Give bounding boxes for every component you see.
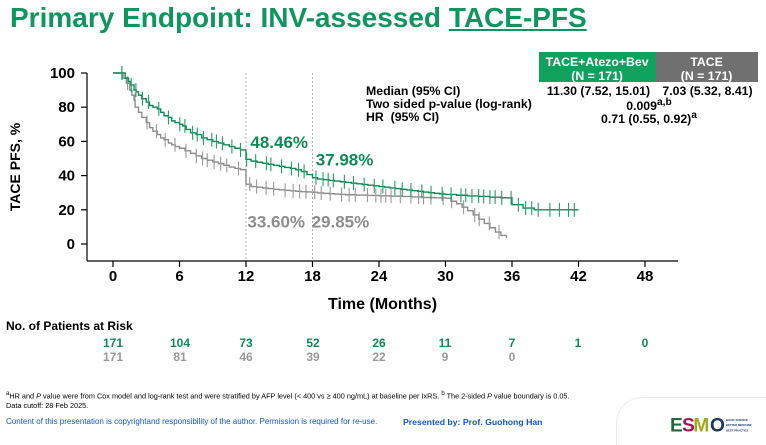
svg-text:0: 0 xyxy=(67,236,75,253)
svg-text:TACE PFS, %: TACE PFS, % xyxy=(7,122,23,211)
svg-text:29.85%: 29.85% xyxy=(312,213,370,232)
svg-text:24: 24 xyxy=(371,268,388,285)
svg-text:6: 6 xyxy=(175,268,183,285)
svg-text:36: 36 xyxy=(504,268,521,285)
svg-text:60: 60 xyxy=(58,133,75,150)
svg-text:20: 20 xyxy=(58,202,75,219)
svg-text:18: 18 xyxy=(304,268,321,285)
svg-text:12: 12 xyxy=(238,268,255,285)
svg-text:30: 30 xyxy=(437,268,454,285)
svg-text:37.98%: 37.98% xyxy=(316,151,374,170)
svg-text:48: 48 xyxy=(637,268,654,285)
svg-text:48.46%: 48.46% xyxy=(250,133,308,152)
svg-text:42: 42 xyxy=(570,268,587,285)
svg-text:40: 40 xyxy=(58,168,75,185)
svg-text:Time (Months): Time (Months) xyxy=(328,296,437,313)
svg-text:33.60%: 33.60% xyxy=(247,213,305,232)
svg-text:0: 0 xyxy=(109,268,117,285)
